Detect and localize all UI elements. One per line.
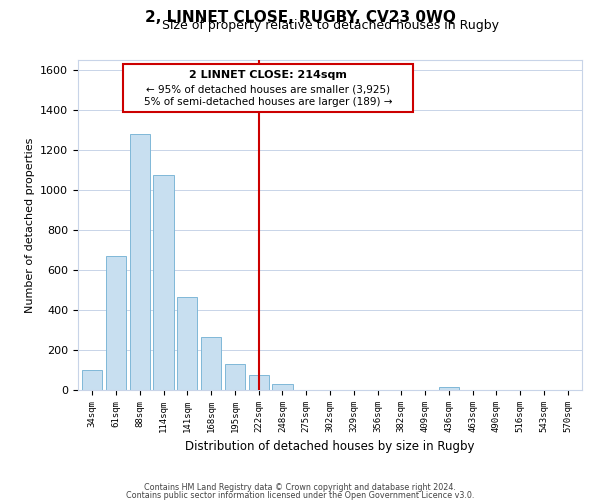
Bar <box>439 387 459 390</box>
Bar <box>248 375 269 390</box>
Bar <box>82 370 103 390</box>
Text: Contains HM Land Registry data © Crown copyright and database right 2024.: Contains HM Land Registry data © Crown c… <box>144 484 456 492</box>
Bar <box>106 256 126 390</box>
Text: 5% of semi-detached houses are larger (189) →: 5% of semi-detached houses are larger (1… <box>144 96 392 106</box>
Text: Contains public sector information licensed under the Open Government Licence v3: Contains public sector information licen… <box>126 490 474 500</box>
Title: Size of property relative to detached houses in Rugby: Size of property relative to detached ho… <box>161 20 499 32</box>
Bar <box>272 384 293 390</box>
Bar <box>177 297 197 390</box>
Text: 2 LINNET CLOSE: 214sqm: 2 LINNET CLOSE: 214sqm <box>189 70 347 80</box>
Y-axis label: Number of detached properties: Number of detached properties <box>25 138 35 312</box>
Text: 2, LINNET CLOSE, RUGBY, CV23 0WQ: 2, LINNET CLOSE, RUGBY, CV23 0WQ <box>145 10 455 25</box>
Bar <box>123 64 413 112</box>
Bar <box>130 134 150 390</box>
Text: ← 95% of detached houses are smaller (3,925): ← 95% of detached houses are smaller (3,… <box>146 84 390 94</box>
Bar <box>225 364 245 390</box>
Bar <box>154 175 173 390</box>
X-axis label: Distribution of detached houses by size in Rugby: Distribution of detached houses by size … <box>185 440 475 454</box>
Bar <box>201 337 221 390</box>
